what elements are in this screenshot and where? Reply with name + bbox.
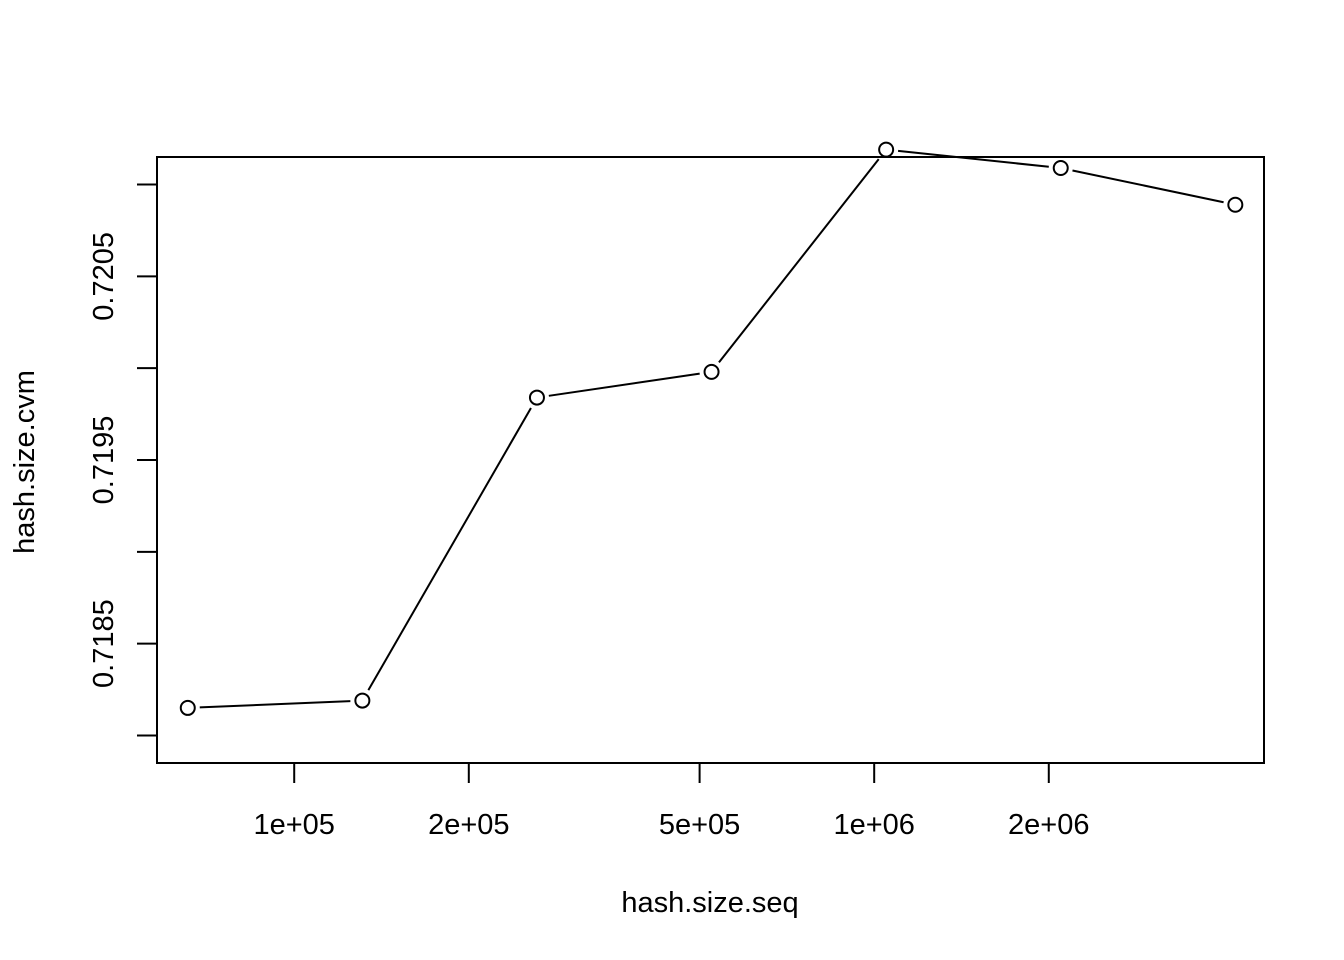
series-line-segment	[1072, 169, 1224, 204]
y-tick-label: 0.7205	[88, 232, 120, 321]
data-point	[179, 699, 196, 716]
data-point	[703, 363, 720, 380]
plot-frame	[156, 156, 1265, 764]
x-tick-label: 5e+05	[659, 809, 740, 841]
data-point	[528, 389, 545, 406]
x-tick-label: 2e+05	[428, 809, 509, 841]
x-axis-title: hash.size.seq	[621, 887, 798, 919]
series-line-segment	[199, 700, 351, 709]
data-point	[1227, 196, 1244, 213]
x-tick-label: 2e+06	[1008, 809, 1089, 841]
data-point	[354, 692, 371, 709]
series-layer	[179, 141, 1244, 716]
series-line-segment	[897, 149, 1049, 168]
x-tick-label: 1e+06	[833, 809, 914, 841]
series-line-segment	[367, 407, 532, 691]
x-axis: 1e+05 2e+05 5e+05 1e+06 2e+06	[253, 763, 1090, 841]
y-tick-label: 0.7185	[88, 599, 120, 688]
data-point	[878, 141, 895, 158]
x-tick-label: 1e+05	[253, 809, 334, 841]
y-tick-label: 0.7195	[88, 416, 120, 505]
y-axis: 0.7185 0.7195 0.7205	[88, 183, 157, 737]
series-line-segment	[548, 372, 700, 397]
y-axis-title: hash.size.cvm	[9, 370, 41, 554]
series-line-segment	[718, 158, 880, 364]
data-point	[1052, 160, 1069, 177]
